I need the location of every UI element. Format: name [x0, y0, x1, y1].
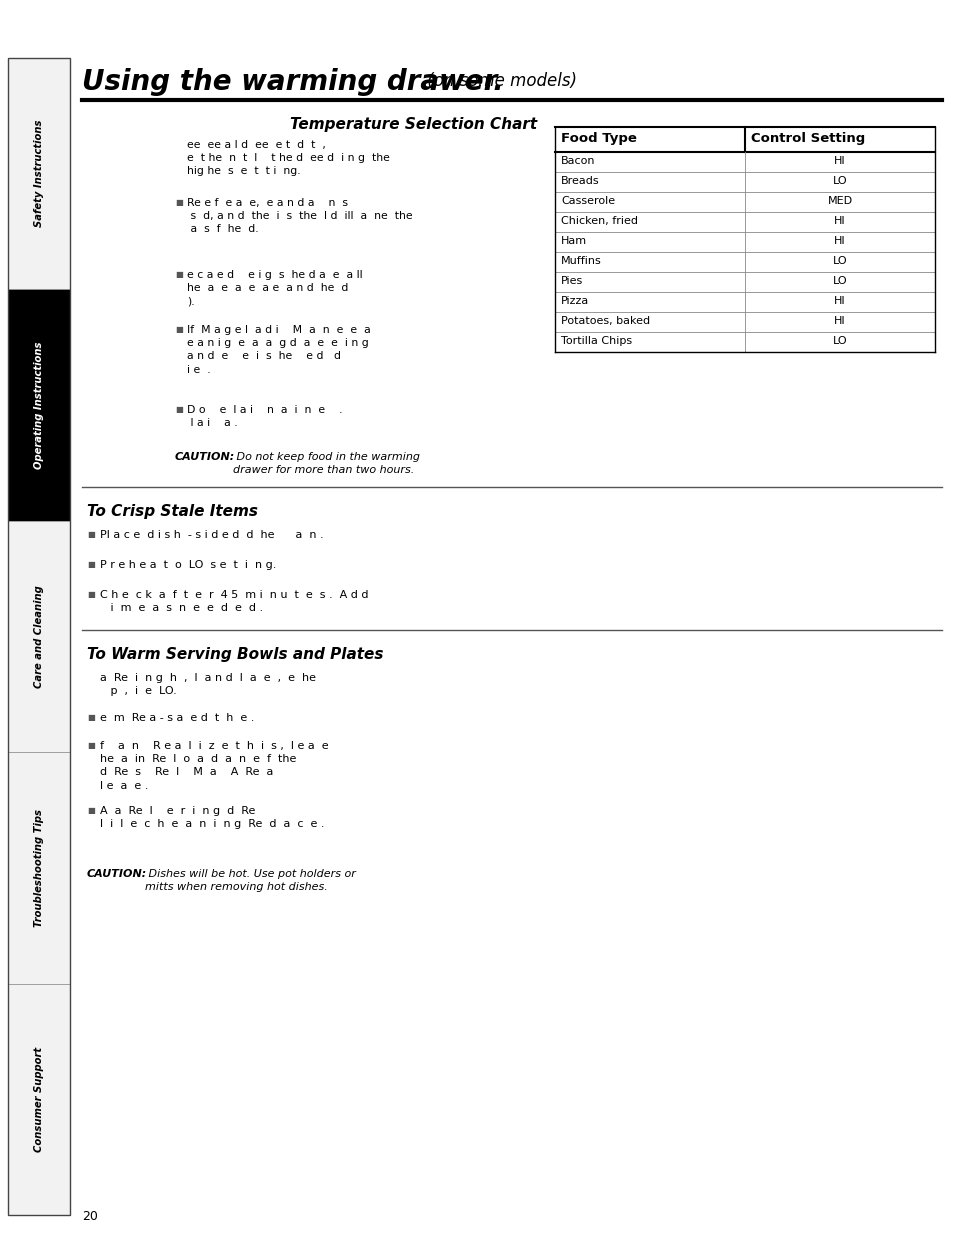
Text: Muffins: Muffins: [560, 256, 601, 266]
Text: Bacon: Bacon: [560, 156, 595, 165]
Text: D o    e  l a i    n  a  i  n  e    .
 l a i    a .: D o e l a i n a i n e . l a i a .: [187, 405, 342, 429]
Text: e  m  Re a - s a  e d  t  h  e .: e m Re a - s a e d t h e .: [100, 713, 254, 722]
Text: ■: ■: [174, 198, 183, 207]
Text: ■: ■: [87, 559, 94, 569]
Text: Food Type: Food Type: [560, 132, 637, 144]
Bar: [8, 521, 70, 752]
Text: Temperature Selection Chart: Temperature Selection Chart: [290, 117, 537, 132]
Text: If  M a g e l  a d i    M  a  n  e  e  a
e a n i g  e  a  a  g d  a  e  e  i n g: If M a g e l a d i M a n e e a e a n i g…: [187, 325, 371, 374]
Text: ■: ■: [87, 806, 94, 815]
Text: CAUTION:: CAUTION:: [174, 452, 235, 462]
Text: MED: MED: [826, 196, 852, 206]
Text: Tortilla Chips: Tortilla Chips: [560, 336, 632, 346]
Text: ■: ■: [87, 741, 94, 750]
Bar: [8, 289, 70, 521]
Text: A  a  Re  l    e  r  i  n g  d  Re
l  i  l  e  c  h  e  a  n  i  n g  Re  d  a  : A a Re l e r i n g d Re l i l e c h e a …: [100, 806, 324, 829]
Text: Pl a c e  d i s h  - s i d e d  d  he      a  n .: Pl a c e d i s h - s i d e d d he a n .: [100, 530, 323, 540]
Text: Troubleshooting Tips: Troubleshooting Tips: [34, 809, 44, 927]
Text: f    a  n    R e a  l  i  z  e  t  h  i  s ,  l e a  e
he  a  in  Re  l  o  a  d: f a n R e a l i z e t h i s , l e a e he…: [100, 741, 328, 790]
Text: Casserole: Casserole: [560, 196, 615, 206]
Text: Do not keep food in the warming
drawer for more than two hours.: Do not keep food in the warming drawer f…: [233, 452, 419, 475]
Text: ■: ■: [87, 713, 94, 722]
Text: To Warm Serving Bowls and Plates: To Warm Serving Bowls and Plates: [87, 647, 383, 662]
Text: HI: HI: [833, 316, 845, 326]
Text: To Crisp Stale Items: To Crisp Stale Items: [87, 504, 257, 519]
Text: Ham: Ham: [560, 236, 586, 246]
Text: a  Re  i  n g  h  ,  l  a n d  l  a  e  ,  e  he
   p  ,  i  e  LO.: a Re i n g h , l a n d l a e , e he p , …: [100, 673, 315, 697]
Text: HI: HI: [833, 236, 845, 246]
Text: 20: 20: [82, 1210, 98, 1223]
Text: HI: HI: [833, 216, 845, 226]
Text: ■: ■: [87, 530, 94, 538]
Text: Dishes will be hot. Use pot holders or
mitts when removing hot dishes.: Dishes will be hot. Use pot holders or m…: [145, 869, 355, 892]
Text: Pies: Pies: [560, 275, 582, 287]
Text: LO: LO: [832, 177, 846, 186]
Text: Breads: Breads: [560, 177, 599, 186]
Text: ■: ■: [87, 590, 94, 599]
Text: Chicken, fried: Chicken, fried: [560, 216, 638, 226]
Text: ee  ee a l d  ee  e t  d  t  ,
e  t he  n  t  l    t he d  ee d  i n g  the
hig : ee ee a l d ee e t d t , e t he n t l t …: [187, 140, 390, 177]
Text: HI: HI: [833, 296, 845, 306]
Text: Consumer Support: Consumer Support: [34, 1047, 44, 1152]
Bar: [8, 58, 70, 1215]
Text: Potatoes, baked: Potatoes, baked: [560, 316, 649, 326]
Text: Control Setting: Control Setting: [750, 132, 864, 144]
Text: P r e h e a  t  o  LO  s e  t  i  n g.: P r e h e a t o LO s e t i n g.: [100, 559, 276, 571]
Bar: [8, 752, 70, 983]
Text: Safety Instructions: Safety Instructions: [34, 120, 44, 227]
Text: Operating Instructions: Operating Instructions: [34, 341, 44, 469]
Text: LO: LO: [832, 256, 846, 266]
Text: ■: ■: [174, 270, 183, 279]
Text: e c a e d    e i g  s  he d a  e  a ll
he  a  e  a  e  a e  a n d  he  d
).: e c a e d e i g s he d a e a ll he a e a…: [187, 270, 362, 306]
Bar: [8, 58, 70, 289]
Text: LO: LO: [832, 275, 846, 287]
Text: Using the warming drawer.: Using the warming drawer.: [82, 68, 503, 96]
Text: CAUTION:: CAUTION:: [87, 869, 147, 879]
Text: Re e f  e a  e,  e a n d a    n  s
 s  d, a n d  the  i  s  the  l d  ill  a  ne: Re e f e a e, e a n d a n s s d, a n d t…: [187, 198, 413, 235]
Text: HI: HI: [833, 156, 845, 165]
Bar: [8, 983, 70, 1215]
Text: ■: ■: [174, 325, 183, 333]
Text: Care and Cleaning: Care and Cleaning: [34, 585, 44, 688]
Text: (on some models): (on some models): [421, 72, 577, 90]
Text: LO: LO: [832, 336, 846, 346]
Text: C h e  c k  a  f  t  e  r  4 5  m i  n u  t  e  s .  A d d
   i  m  e  a  s  n  : C h e c k a f t e r 4 5 m i n u t e s . …: [100, 590, 368, 614]
Text: Pizza: Pizza: [560, 296, 589, 306]
Text: ■: ■: [174, 405, 183, 414]
